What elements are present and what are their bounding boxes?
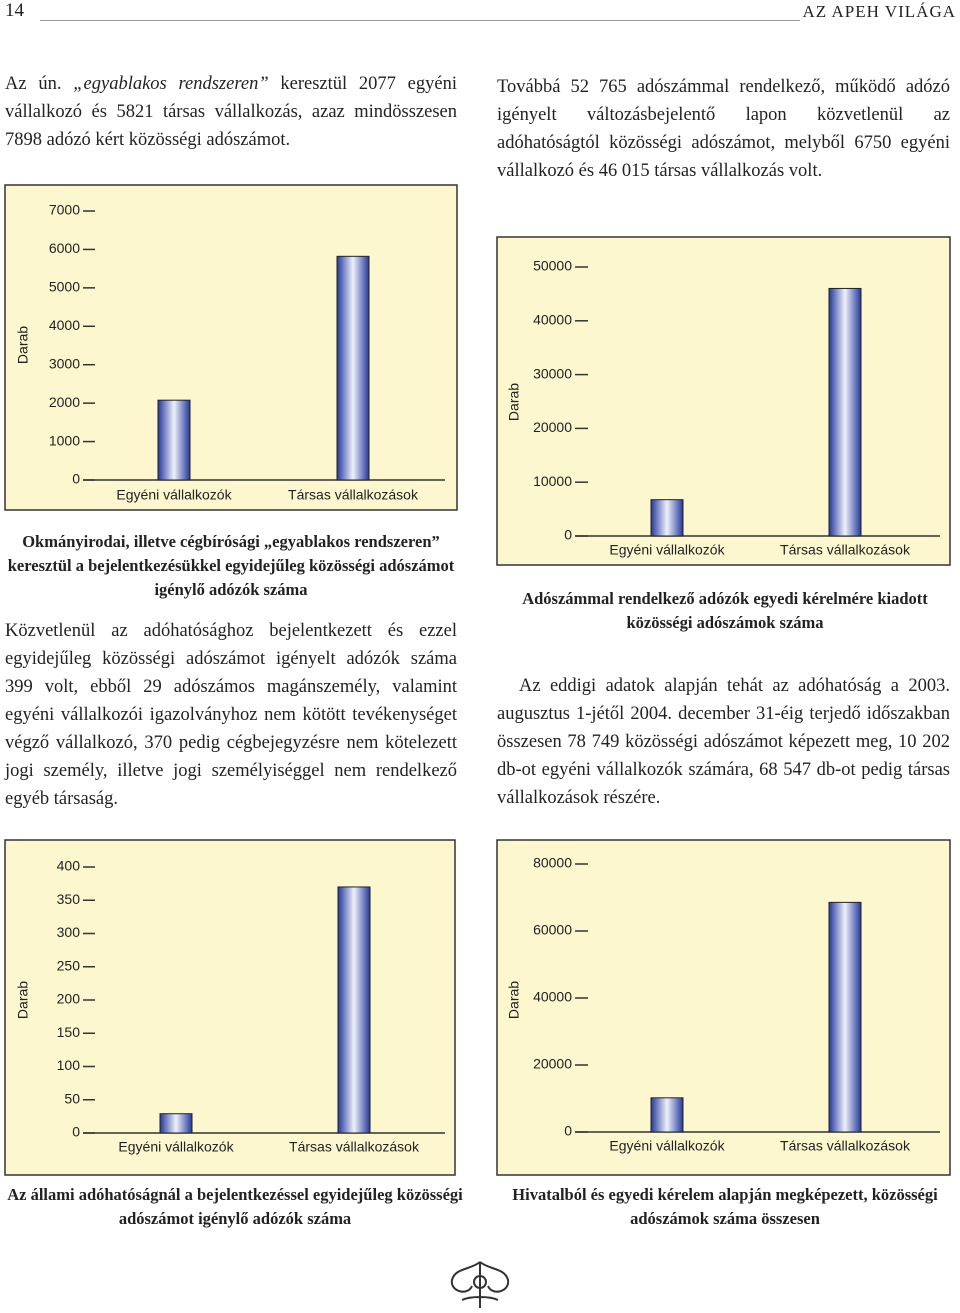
y-axis-label: Darab xyxy=(506,981,522,1019)
bar xyxy=(650,499,684,537)
chart-caption: Okmányirodai, illetve cégbírósági „egyab… xyxy=(7,532,455,599)
bar xyxy=(828,901,862,1133)
y-tick-label: 0 xyxy=(72,471,80,487)
y-tick-label: 6000 xyxy=(49,240,80,256)
text: keresztül 2077 egyéni vállalkozó és 5821… xyxy=(5,74,457,150)
header-title: AZ APEH VILÁGA xyxy=(802,2,956,21)
chart-caption: Az állami adóhatóságnál a bejelentkezéss… xyxy=(7,1185,463,1228)
y-tick-label: 100 xyxy=(57,1057,81,1073)
x-tick-label: Egyéni vállalkozók xyxy=(116,487,232,503)
x-tick-label: Társas vállalkozások xyxy=(289,1139,420,1155)
y-tick-label: 10000 xyxy=(533,473,572,489)
y-tick-label: 0 xyxy=(564,1123,572,1139)
y-tick-label: 40000 xyxy=(533,989,572,1005)
chart-frame xyxy=(4,839,456,1176)
bar xyxy=(337,886,371,1134)
ornament xyxy=(450,1261,510,1308)
page-number: 14 xyxy=(5,0,24,21)
y-tick-label: 80000 xyxy=(533,855,572,871)
y-tick-label: 20000 xyxy=(533,419,572,435)
paragraph: Továbbá 52 765 adószámmal rendelkező, mű… xyxy=(497,73,950,185)
y-axis-label: Darab xyxy=(15,326,31,364)
y-tick-label: 4000 xyxy=(49,317,80,333)
y-tick-label: 300 xyxy=(57,924,81,940)
paragraph: Az ún. „egyablakos rendszeren” keresztül… xyxy=(5,70,457,154)
bar xyxy=(159,1113,193,1134)
y-tick-label: 200 xyxy=(57,991,81,1007)
y-tick-label: 150 xyxy=(57,1024,81,1040)
text: „egyablakos rendszeren” xyxy=(73,74,269,94)
text: Közvetlenül az adóhatósághoz bejelentkez… xyxy=(5,621,457,809)
chart-frame xyxy=(496,839,951,1176)
y-tick-label: 7000 xyxy=(49,202,80,218)
y-tick-label: 0 xyxy=(564,527,572,543)
y-tick-label: 250 xyxy=(57,957,81,973)
x-tick-label: Társas vállalkozások xyxy=(780,542,911,558)
y-tick-label: 0 xyxy=(72,1124,80,1140)
chart-caption: Hivatalból és egyedi kérelem alapján meg… xyxy=(512,1185,938,1228)
y-tick-label: 20000 xyxy=(533,1056,572,1072)
paragraph: Az eddigi adatok alapján tehát az adóhat… xyxy=(497,672,950,812)
y-tick-label: 400 xyxy=(57,858,81,874)
y-axis-label: Darab xyxy=(15,981,31,1019)
text: Továbbá 52 765 adószámmal rendelkező, mű… xyxy=(497,77,950,181)
bar xyxy=(828,287,862,537)
y-tick-label: 1000 xyxy=(49,432,80,448)
bar xyxy=(336,255,370,481)
x-tick-label: Társas vállalkozások xyxy=(780,1138,911,1154)
x-tick-label: Társas vállalkozások xyxy=(288,487,419,503)
x-tick-label: Egyéni vállalkozók xyxy=(609,1138,725,1154)
text: Az eddigi adatok alapján tehát az adóhat… xyxy=(497,676,950,808)
bar xyxy=(650,1097,684,1133)
text: Az ún. xyxy=(5,74,74,94)
chart-frame xyxy=(4,184,458,511)
header-rule xyxy=(40,20,800,21)
x-tick-label: Egyéni vállalkozók xyxy=(118,1139,234,1155)
y-tick-label: 350 xyxy=(57,891,81,907)
bar xyxy=(157,399,191,481)
x-tick-label: Egyéni vállalkozók xyxy=(609,542,725,558)
y-tick-label: 2000 xyxy=(49,394,80,410)
y-tick-label: 30000 xyxy=(533,365,572,381)
paragraph: Közvetlenül az adóhatósághoz bejelentkez… xyxy=(5,617,457,813)
y-tick-label: 50000 xyxy=(533,258,572,274)
y-axis-label: Darab xyxy=(506,383,522,421)
y-tick-label: 3000 xyxy=(49,355,80,371)
y-tick-label: 60000 xyxy=(533,922,572,938)
y-tick-label: 5000 xyxy=(49,279,80,295)
chart-frame xyxy=(496,236,951,566)
y-tick-label: 40000 xyxy=(533,312,572,328)
chart-caption: Adószámmal rendelkező adózók egyedi kére… xyxy=(522,589,928,632)
y-tick-label: 50 xyxy=(64,1090,80,1106)
